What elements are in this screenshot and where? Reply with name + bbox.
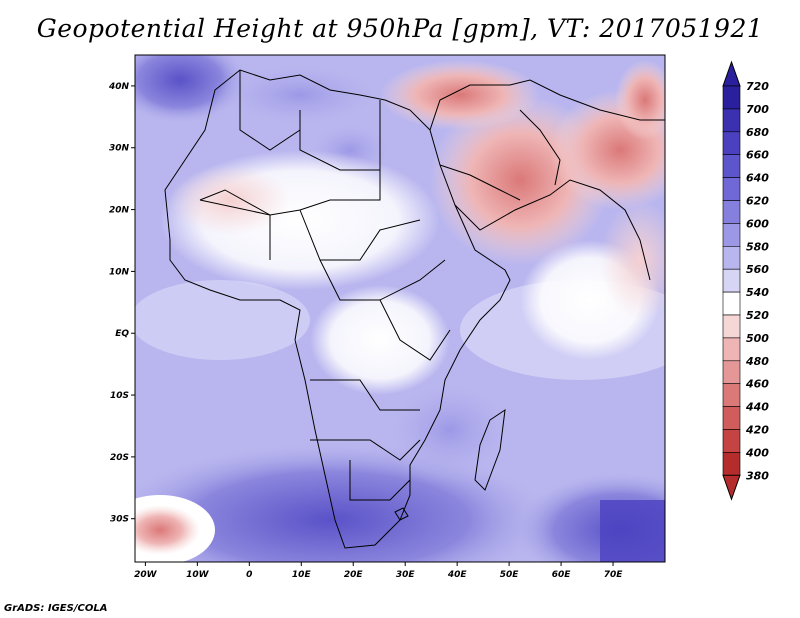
- colorbar-label: 520: [746, 309, 769, 322]
- colorbar-swatch: [722, 154, 741, 178]
- map-border: [134, 54, 666, 563]
- colorbar-swatch: [722, 429, 741, 453]
- colorbar-swatch: [722, 223, 741, 247]
- lon-label: 50E: [500, 570, 520, 580]
- colorbar-label: 640: [746, 172, 769, 185]
- lat-label: 20N: [109, 206, 130, 216]
- lat-label: EQ: [115, 329, 129, 339]
- colorbar-swatch: [722, 268, 741, 293]
- lon-label: 10E: [292, 570, 312, 580]
- lon-label: 30E: [396, 570, 416, 580]
- lat-label: 40N: [108, 82, 130, 92]
- lat-label: 30N: [109, 144, 130, 154]
- colorbar-label: 460: [745, 378, 769, 391]
- colorbar-label: 700: [746, 103, 769, 116]
- colorbar-swatch: [722, 131, 741, 156]
- lon-label: 20E: [344, 570, 364, 580]
- colorbar-swatch: [722, 406, 741, 430]
- colorbar-swatch: [722, 177, 741, 201]
- colorbar-label: 720: [746, 80, 769, 93]
- lon-label: 20W: [134, 570, 158, 580]
- colorbar-label: 500: [746, 332, 769, 345]
- colorbar-label: 380: [746, 469, 769, 482]
- colorbar-swatch: [722, 337, 741, 362]
- colorbar-label: 560: [746, 263, 769, 276]
- colorbar-swatch: [722, 383, 741, 407]
- colorbar-label: 440: [745, 401, 769, 414]
- coastlines: [164, 69, 665, 549]
- lon-label: 10W: [186, 570, 210, 580]
- colorbar-label: 400: [745, 446, 769, 459]
- colorbar-label: 580: [746, 240, 769, 253]
- colorbar-label: 480: [745, 355, 769, 368]
- lat-label: 30S: [110, 515, 129, 525]
- colorbar-swatch: [722, 360, 741, 384]
- grads-credit: GrADS: IGES/COLA: [4, 603, 108, 614]
- colorbar-swatch: [722, 291, 741, 316]
- colorbar-swatch: [722, 314, 741, 339]
- longitude-axis: 20W 10W 0 10E 20E 30E 40E 50E 60E 70E: [134, 562, 623, 580]
- lat-label: 10N: [109, 267, 130, 277]
- colorbar-swatch: [722, 108, 741, 133]
- lon-label: 40E: [447, 570, 468, 580]
- lon-label: 0: [246, 570, 252, 580]
- colorbar-label: 600: [746, 217, 769, 230]
- colorbar-label: 680: [746, 126, 769, 139]
- shaded-field: [135, 55, 665, 562]
- colorbar-top-arrow: [722, 60, 741, 87]
- colorbar-label: 540: [746, 286, 769, 299]
- lat-label: 20S: [110, 453, 129, 463]
- colorbar-label: 420: [745, 424, 769, 437]
- lat-label: 10S: [110, 391, 129, 401]
- colorbar-swatch: [722, 200, 741, 224]
- colorbar-label: 660: [746, 149, 769, 162]
- lon-label: 60E: [552, 570, 572, 580]
- colorbar-swatch: [722, 452, 741, 476]
- colorbar: 720 700 680 660 640 620 600 580 560 540 520 500 480 4…: [722, 60, 769, 501]
- map-title: Geopotential Height at 950hPa [gpm], VT:…: [36, 14, 764, 43]
- colorbar-swatch: [722, 246, 741, 270]
- colorbar-bottom-arrow: [722, 474, 741, 501]
- latitude-axis: 40N 30N 20N 10N EQ 10S 20S 30S: [108, 82, 135, 525]
- colorbar-swatch: [722, 85, 741, 110]
- colorbar-label: 620: [746, 195, 769, 208]
- lon-label: 70E: [604, 570, 624, 580]
